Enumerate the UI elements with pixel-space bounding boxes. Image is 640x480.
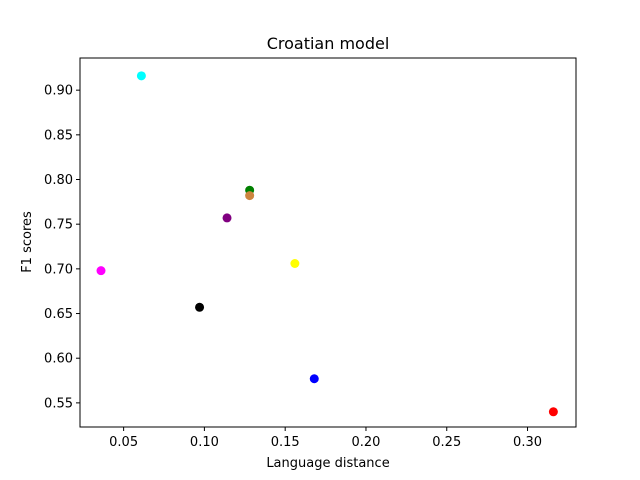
- data-point: [136, 71, 146, 81]
- y-tick-label: 0.90: [44, 84, 73, 99]
- y-tick-label: 0.65: [44, 307, 73, 322]
- x-tick-label: 0.20: [351, 435, 380, 450]
- x-tick-label: 0.15: [271, 435, 300, 450]
- data-point: [309, 374, 319, 384]
- x-tick-label: 0.10: [190, 435, 219, 450]
- data-point: [548, 407, 558, 417]
- x-axis-ticks: 0.05 0.10 0.15 0.20 0.25 0.30: [109, 427, 542, 450]
- plot-frame: [79, 57, 577, 428]
- points-layer: [96, 71, 558, 417]
- y-axis-ticks: 0.55 0.60 0.65 0.70 0.75 0.80 0.85 0.90: [44, 84, 80, 411]
- data-point: [195, 302, 205, 312]
- y-tick-label: 0.55: [44, 396, 73, 411]
- y-tick-label: 0.70: [44, 262, 73, 277]
- x-tick-label: 0.05: [109, 435, 138, 450]
- data-point: [245, 191, 255, 201]
- x-axis-label: Language distance: [266, 456, 389, 471]
- data-point: [222, 213, 232, 223]
- chart-title: Croatian model: [267, 34, 390, 53]
- x-tick-label: 0.25: [432, 435, 461, 450]
- y-tick-label: 0.75: [44, 218, 73, 233]
- y-tick-label: 0.85: [44, 128, 73, 143]
- x-tick-label: 0.30: [513, 435, 542, 450]
- y-axis-label: F1 scores: [20, 211, 35, 273]
- data-point: [290, 258, 300, 268]
- data-point: [96, 266, 106, 276]
- y-tick-label: 0.60: [44, 352, 73, 367]
- y-tick-label: 0.80: [44, 173, 73, 188]
